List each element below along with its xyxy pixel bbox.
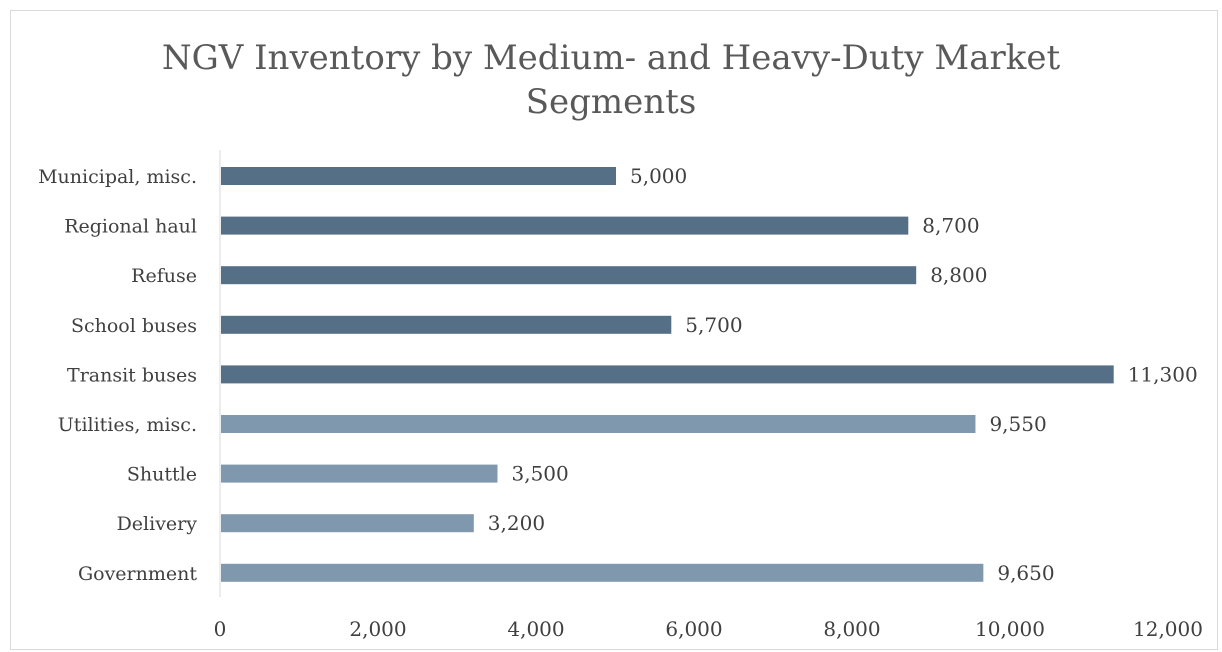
bar — [221, 464, 498, 483]
data-label: 8,800 — [930, 263, 987, 287]
data-label: 5,700 — [685, 313, 742, 337]
bar — [221, 415, 976, 433]
x-tick-label: 4,000 — [507, 617, 564, 641]
x-tick-label: 8,000 — [823, 617, 880, 641]
category-label: Regional haul — [64, 216, 197, 238]
chart-title: NGV Inventory by Medium- and Heavy-Duty … — [0, 36, 1222, 124]
bar — [221, 563, 984, 582]
category-label: Shuttle — [127, 464, 197, 486]
category-label: Transit buses — [67, 364, 197, 386]
data-label: 5,000 — [630, 164, 687, 188]
data-label: 9,550 — [989, 412, 1046, 436]
data-label: 8,700 — [922, 214, 979, 238]
category-label: Delivery — [117, 513, 198, 535]
chart-title-line-2: Segments — [525, 82, 697, 122]
category-label: Government — [78, 563, 197, 585]
category-label: School buses — [71, 315, 197, 337]
bar — [221, 315, 672, 334]
bar — [221, 266, 917, 285]
bar — [221, 514, 474, 533]
category-label: Refuse — [131, 265, 197, 287]
data-label: 11,300 — [1128, 362, 1198, 386]
x-tick-label: 12,000 — [1133, 617, 1203, 641]
bar — [221, 365, 1114, 384]
data-label: 3,500 — [512, 462, 569, 486]
chart-title-line-1: NGV Inventory by Medium- and Heavy-Duty … — [161, 38, 1061, 78]
bar — [221, 216, 909, 235]
data-label: 3,200 — [488, 511, 545, 535]
x-tick-label: 10,000 — [975, 617, 1045, 641]
x-tick-label: 0 — [214, 617, 227, 641]
category-label: Municipal, misc. — [38, 166, 197, 188]
x-tick-label: 6,000 — [665, 617, 722, 641]
category-label: Utilities, misc. — [58, 414, 197, 436]
data-label: 9,650 — [997, 561, 1054, 585]
bar — [221, 167, 616, 185]
x-tick-label: 2,000 — [349, 617, 406, 641]
